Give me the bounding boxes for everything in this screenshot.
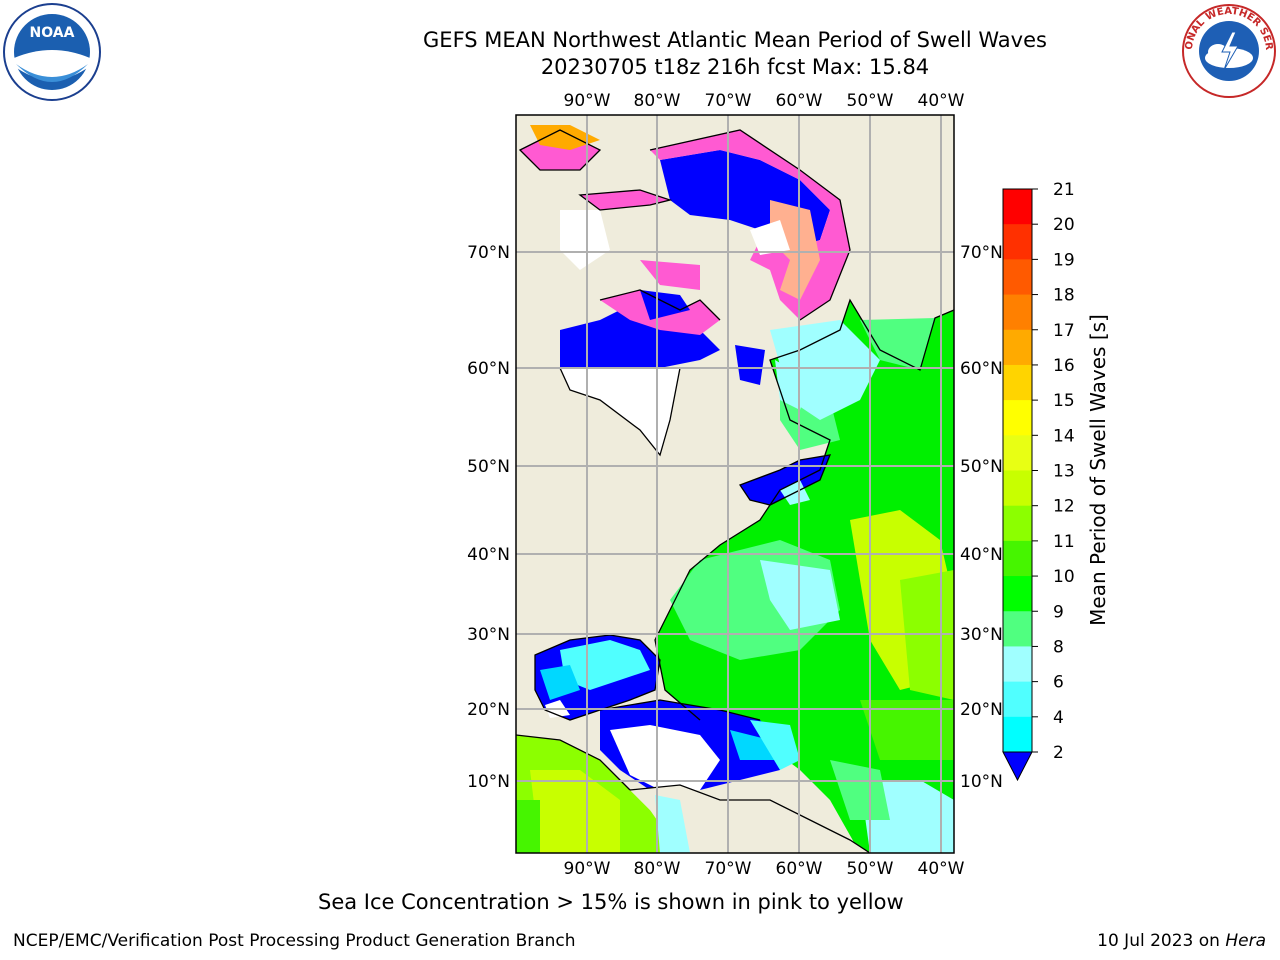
colorbar-tick-label: 17 [1053,321,1075,341]
colorbar-segment [1003,540,1032,577]
colorbar-segment [1003,505,1032,542]
noaa-logo-text: NOAA [30,25,75,41]
lon-label-top: 70°W [705,91,752,111]
lat-label-left: 70°N [467,243,510,263]
lon-label-top: 60°W [776,91,823,111]
lon-label-bottom: 70°W [705,859,752,879]
lat-label-left: 10°N [467,772,510,792]
lon-label-bottom: 80°W [634,859,681,879]
lat-label-left: 50°N [467,457,510,477]
footer-date: 10 Jul 2023 on Hera [1097,931,1266,951]
colorbar-tick-label: 15 [1053,391,1075,411]
lon-label-bottom: 60°W [776,859,823,879]
colorbar-tick-label: 18 [1053,286,1075,306]
colorbar-segment [1003,611,1032,647]
lat-label-right: 60°N [960,359,1003,379]
colorbar-segment [1003,435,1032,471]
lat-label-right: 50°N [960,457,1003,477]
footer-date-text: 10 Jul 2023 on [1097,931,1226,951]
lon-label-bottom: 50°W [847,859,894,879]
lat-label-right: 40°N [960,545,1003,565]
gridlines [516,115,954,853]
colorbar-extend-arrow [1002,751,1033,782]
colorbar-segment [1003,189,1032,225]
caption-text: Sea Ice Concentration > 15% is shown in … [318,890,904,914]
footer-credit: NCEP/EMC/Verification Post Processing Pr… [13,931,576,951]
colorbar-tick-label: 2 [1053,743,1064,763]
colorbar-tick-label: 21 [1053,180,1075,200]
colorbar-tick-label: 16 [1053,356,1075,376]
lon-label-top: 50°W [847,91,894,111]
colorbar: 21 20 19 18 17 16 15 14 13 12 11 10 9 8 6 4 2 [1002,180,1075,782]
colorbar-segment [1003,681,1032,718]
lon-label-bottom: 90°W [564,859,611,879]
colorbar-tick-label: 14 [1053,426,1075,446]
lat-label-right: 20°N [960,700,1003,720]
chart-title: GEFS MEAN Northwest Atlantic Mean Period… [423,28,1047,52]
colorbar-segment [1003,646,1032,683]
colorbar-segment [1003,224,1032,260]
lat-label-right: 30°N [960,625,1003,645]
colorbar-tick-label: 11 [1053,532,1075,552]
colorbar-segment [1003,576,1032,612]
chart-subtitle: 20230705 t18z 216h fcst Max: 15.84 [540,55,930,79]
lat-label-right: 70°N [960,243,1003,263]
colorbar-tick-label: 6 [1053,673,1064,693]
coastlines [516,129,954,853]
colorbar-tick-label: 12 [1053,497,1075,517]
footer-host: Hera [1225,931,1266,951]
map-frame [515,114,955,854]
lon-label-top: 90°W [564,91,611,111]
colorbar-tick-label: 4 [1053,708,1064,728]
map-area [516,115,954,853]
colorbar-segment [1003,470,1032,507]
lat-label-left: 60°N [467,359,510,379]
colorbar-label: Mean Period of Swell Waves [s] [1086,314,1110,626]
colorbar-tick-label: 10 [1053,567,1075,587]
colorbar-segment [1003,716,1032,753]
lon-label-top: 40°W [918,91,965,111]
colorbar-tick-label: 9 [1053,602,1064,622]
lat-label-left: 40°N [467,545,510,565]
colorbar-segment [1003,400,1032,436]
lat-label-right: 10°N [960,772,1003,792]
colorbar-segment [1003,364,1032,401]
lat-label-left: 30°N [467,625,510,645]
lon-label-bottom: 40°W [918,859,965,879]
colorbar-tick-label: 20 [1053,215,1075,235]
lat-label-left: 20°N [467,700,510,720]
colorbar-segment [1003,294,1032,331]
tick-labels: 90°W 90°W 80°W 80°W 70°W 70°W 60°W 60°W 50°W 50°W… [467,91,1003,879]
nws-logo: NATIONAL WEATHER SERVICE [1180,2,1276,98]
colorbar-tick-label: 8 [1053,637,1064,657]
colorbar-segment [1003,329,1032,366]
colorbar-tick-label: 13 [1053,462,1075,482]
colorbar-segment [1003,259,1032,296]
colorbar-tick-label: 19 [1053,250,1075,270]
lon-label-top: 80°W [634,91,681,111]
noaa-logo: NOAA [3,3,101,101]
